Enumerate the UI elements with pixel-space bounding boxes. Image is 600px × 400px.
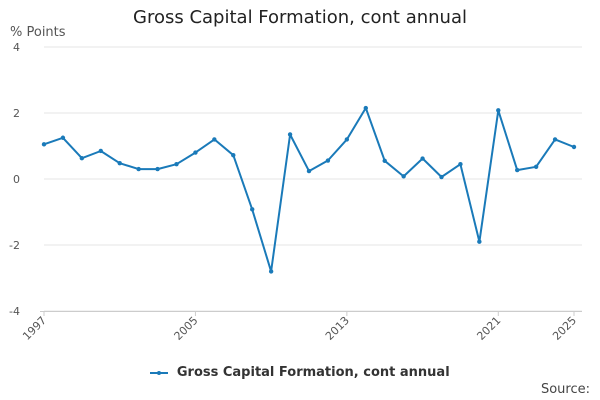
data-series [41,105,577,274]
y-tick-labels: 4 2 0 -2 -4 [9,41,20,318]
chart-title: Gross Capital Formation, cont annual [133,7,467,28]
data-point[interactable] [515,167,520,173]
data-point[interactable] [193,150,198,155]
x-tick-label: 2025 [550,314,579,343]
data-point[interactable] [60,135,66,140]
series-line [43,107,575,273]
data-point[interactable] [439,174,444,180]
data-point[interactable] [231,153,236,158]
x-tick-label: 1997 [20,314,49,343]
data-point[interactable] [571,144,577,150]
x-tick-label: 2005 [172,314,201,343]
data-point[interactable] [174,161,179,167]
data-point[interactable] [306,168,312,174]
data-point[interactable] [477,239,482,244]
y-tick-label: 2 [13,107,20,120]
data-point[interactable] [117,160,122,166]
data-point[interactable] [155,166,160,172]
data-point[interactable] [344,137,350,142]
data-point[interactable] [250,207,255,212]
data-point[interactable] [401,174,406,179]
data-point[interactable] [212,137,217,142]
data-point[interactable] [268,269,274,274]
data-point[interactable] [420,156,425,161]
legend-swatch-icon [150,368,169,378]
data-point[interactable] [458,161,463,167]
data-point[interactable] [79,156,85,161]
data-point[interactable] [363,105,368,111]
data-point[interactable] [496,108,501,113]
y-tick-label: -4 [9,305,20,318]
data-point[interactable] [552,137,558,142]
x-tick-label: 2013 [323,314,352,343]
legend: Gross Capital Formation, cont annual [0,365,600,380]
legend-label: Gross Capital Formation, cont annual [176,365,450,380]
data-point[interactable] [41,142,47,147]
data-point[interactable] [533,164,539,169]
data-point[interactable] [287,132,293,137]
y-tick-label: 4 [13,41,20,54]
source-label: Source: [540,382,590,397]
x-tick-label: 2021 [474,314,503,343]
data-point[interactable] [136,166,141,172]
data-point[interactable] [98,148,103,154]
y-tick-label: 0 [13,173,20,186]
y-tick-label: -2 [9,239,20,252]
grid-lines [44,46,582,312]
data-point[interactable] [325,158,331,163]
x-tick-labels: 1997 2005 2013 2021 2025 [20,311,579,343]
data-point[interactable] [382,158,387,164]
y-axis-label: % Points [10,25,66,40]
